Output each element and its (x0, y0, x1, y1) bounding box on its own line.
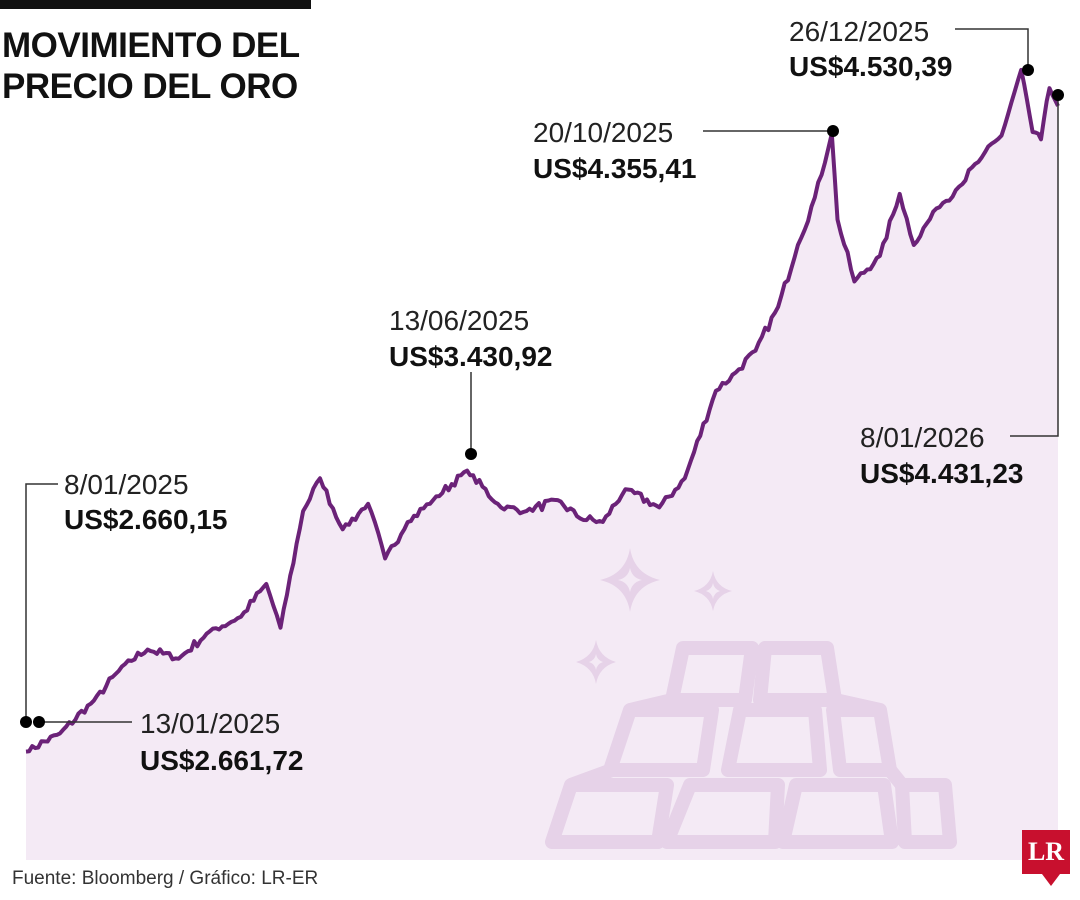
data-point-marker (1052, 89, 1064, 101)
annotation-2025-01-08: 8/01/2025 US$2.660,15 (20, 469, 227, 728)
annotation-2025-06-13: 13/06/2025 US$3.430,92 (389, 305, 552, 460)
lr-logo: LR (1022, 830, 1070, 874)
data-point-marker (20, 716, 32, 728)
annotation-value: US$2.660,15 (64, 504, 227, 535)
leader-line (955, 28, 1029, 70)
annotation-2025-12-26: 26/12/2025 US$4.530,39 (789, 16, 1034, 82)
data-point-marker (827, 125, 839, 137)
annotation-value: US$3.430,92 (389, 341, 552, 372)
top-rule (0, 0, 311, 9)
price-line (25, 67, 1060, 754)
annotation-2025-01-13: 13/01/2025 US$2.661,72 (33, 708, 303, 776)
leader-line (1010, 95, 1059, 437)
source-credit: Fuente: Bloomberg / Gráfico: LR-ER (12, 868, 319, 889)
chart-title: MOVIMIENTO DEL PRECIO DEL ORO (2, 26, 300, 106)
annotation-date: 13/06/2025 (389, 305, 529, 336)
leader-line (25, 483, 58, 722)
annotation-date: 26/12/2025 (789, 16, 929, 47)
annotation-2025-10-20: 20/10/2025 US$4.355,41 (533, 117, 839, 184)
annotations: 8/01/2025 US$2.660,15 13/01/2025 US$2.66… (20, 16, 1064, 776)
annotation-date: 8/01/2025 (64, 469, 189, 500)
lr-logo-tail (1042, 874, 1060, 886)
area-fill (26, 69, 1058, 860)
annotation-date: 8/01/2026 (860, 422, 985, 453)
data-point-marker (33, 716, 45, 728)
data-point-marker (465, 448, 477, 460)
annotation-date: 20/10/2025 (533, 117, 673, 148)
annotation-value: US$4.431,23 (860, 458, 1023, 489)
annotation-value: US$4.355,41 (533, 153, 696, 184)
annotation-value: US$4.530,39 (789, 51, 952, 82)
annotation-2026-01-08: 8/01/2026 US$4.431,23 (860, 89, 1064, 489)
data-point-marker (1022, 64, 1034, 76)
annotation-date: 13/01/2025 (140, 708, 280, 739)
annotation-value: US$2.661,72 (140, 745, 303, 776)
